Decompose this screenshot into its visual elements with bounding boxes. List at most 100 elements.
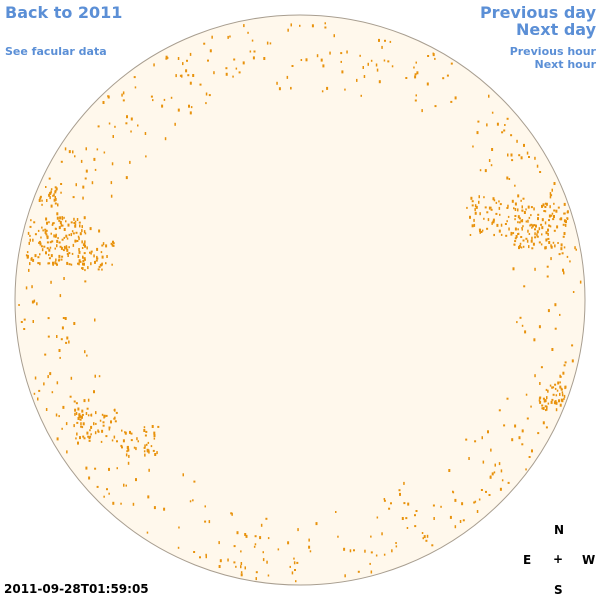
activity-marker: [511, 438, 514, 442]
activity-marker: [414, 525, 417, 528]
activity-marker: [83, 399, 86, 403]
activity-marker: [526, 151, 529, 155]
activity-marker: [56, 335, 58, 338]
activity-marker: [337, 535, 339, 538]
activity-marker: [501, 479, 504, 482]
activity-marker: [56, 437, 59, 441]
activity-marker: [20, 321, 23, 323]
activity-marker: [48, 193, 51, 197]
activity-marker: [60, 338, 63, 341]
activity-marker: [403, 481, 405, 485]
activity-marker: [242, 61, 245, 65]
activity-marker: [129, 160, 131, 164]
activity-marker: [78, 221, 81, 224]
activity-marker: [353, 549, 355, 552]
activity-marker: [341, 70, 344, 74]
activity-marker: [547, 402, 550, 405]
activity-marker: [454, 498, 457, 502]
activity-marker: [293, 561, 296, 565]
previous-hour-link[interactable]: Previous hour: [509, 45, 596, 58]
activity-marker: [478, 200, 480, 204]
activity-marker: [62, 249, 65, 252]
activity-marker: [235, 565, 237, 568]
activity-marker: [83, 252, 86, 255]
activity-marker: [507, 481, 510, 484]
activity-marker: [259, 536, 262, 540]
activity-marker: [514, 237, 517, 240]
activity-marker: [73, 222, 76, 224]
activity-marker: [84, 280, 87, 283]
activity-marker: [29, 234, 31, 237]
activity-marker: [60, 246, 63, 250]
activity-marker: [518, 436, 521, 440]
activity-marker: [46, 247, 49, 250]
activity-marker: [536, 233, 538, 237]
activity-marker: [87, 266, 89, 270]
activity-marker: [218, 541, 220, 545]
next-hour-link[interactable]: Next hour: [534, 58, 597, 71]
activity-marker: [125, 176, 128, 180]
activity-marker: [94, 260, 96, 264]
back-to-year-link[interactable]: Back to 2011: [5, 3, 123, 22]
activity-marker: [112, 501, 115, 505]
activity-marker: [86, 407, 89, 410]
activity-marker: [145, 155, 147, 158]
activity-marker: [563, 202, 566, 206]
activity-marker: [289, 565, 291, 568]
activity-marker: [218, 565, 221, 568]
activity-marker: [30, 219, 32, 222]
activity-marker: [23, 328, 26, 330]
activity-marker: [120, 444, 123, 447]
activity-marker: [49, 372, 52, 376]
activity-marker: [474, 204, 477, 208]
activity-marker: [74, 408, 77, 412]
activity-marker: [518, 244, 521, 248]
activity-marker: [103, 151, 106, 154]
activity-marker: [63, 245, 66, 249]
activity-marker: [111, 243, 113, 246]
activity-marker: [144, 453, 146, 457]
activity-marker: [432, 504, 435, 507]
activity-marker: [499, 213, 501, 216]
activity-marker: [88, 476, 91, 480]
activity-marker: [145, 430, 148, 433]
activity-marker: [369, 562, 371, 565]
activity-marker: [546, 407, 548, 411]
activity-marker: [525, 237, 528, 240]
activity-marker: [532, 242, 535, 246]
activity-marker: [546, 265, 549, 268]
activity-marker: [152, 99, 154, 102]
activity-marker: [254, 535, 257, 538]
activity-marker: [554, 400, 557, 403]
activity-marker: [490, 164, 493, 167]
activity-marker: [522, 225, 524, 228]
activity-marker: [514, 227, 517, 231]
activity-marker: [490, 208, 493, 211]
activity-marker: [486, 227, 489, 230]
activity-marker: [81, 247, 84, 249]
activity-marker: [93, 157, 96, 161]
previous-day-link[interactable]: Previous day: [479, 3, 596, 22]
activity-marker: [143, 426, 146, 429]
activity-marker: [189, 81, 192, 85]
activity-marker: [121, 93, 123, 97]
activity-marker: [49, 246, 52, 249]
activity-marker: [182, 62, 184, 66]
see-facular-data-link[interactable]: See facular data: [5, 45, 107, 58]
activity-marker: [504, 124, 506, 126]
activity-marker: [108, 122, 111, 125]
activity-marker: [425, 539, 428, 542]
activity-marker: [495, 212, 498, 215]
activity-marker: [473, 501, 476, 504]
activity-marker: [61, 218, 64, 221]
activity-marker: [390, 502, 392, 505]
activity-marker: [446, 74, 449, 77]
next-day-link[interactable]: Next day: [516, 20, 596, 39]
activity-marker: [517, 232, 520, 235]
activity-marker: [554, 387, 557, 390]
activity-marker: [68, 340, 70, 344]
activity-marker: [108, 467, 110, 471]
activity-marker: [205, 92, 208, 96]
activity-marker: [43, 245, 46, 248]
activity-marker: [192, 499, 194, 502]
